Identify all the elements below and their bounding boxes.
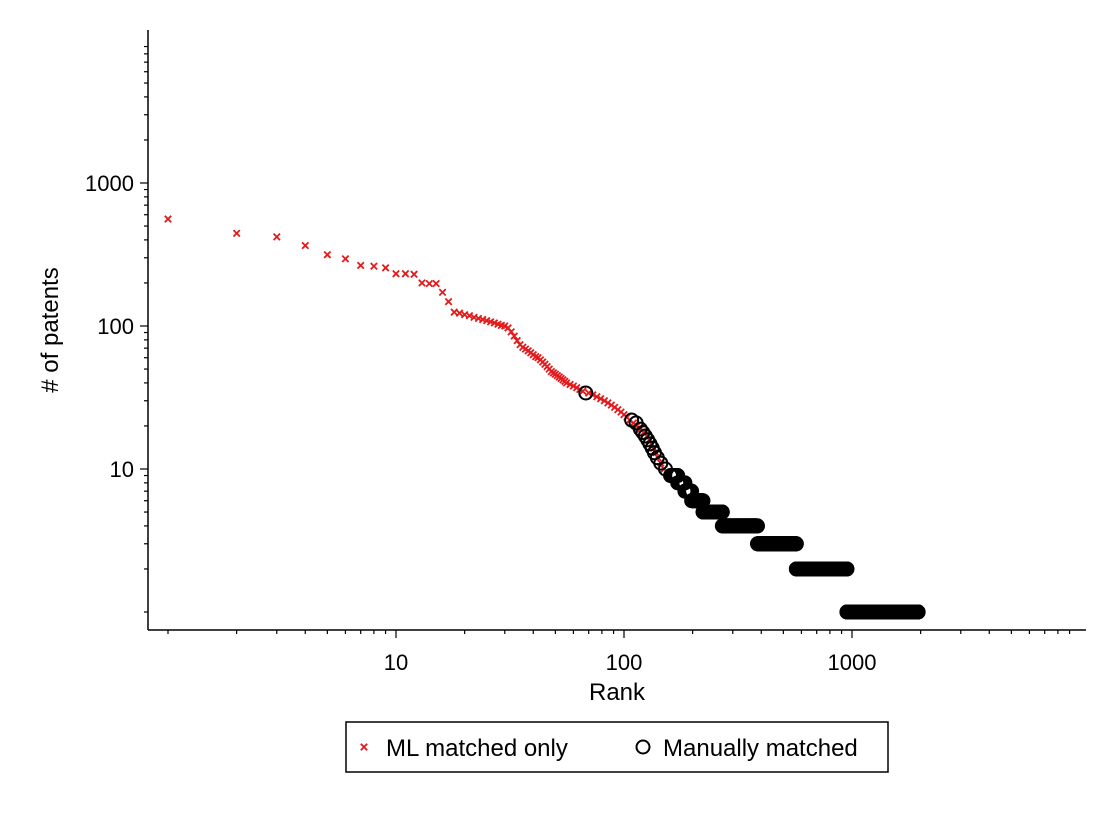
ml-point <box>323 250 332 259</box>
legend-label-manual: Manually matched <box>663 735 858 762</box>
manual-point <box>635 424 651 440</box>
x-axis-ticks: 10 100 1000 <box>167 630 1071 675</box>
manual-point <box>788 536 804 552</box>
y-tick-label: 1000 <box>85 171 134 196</box>
legend-marker-ml <box>360 743 368 751</box>
x-axis-title: Rank <box>589 679 646 706</box>
ml-point <box>510 332 519 340</box>
y-axis-ticks: 10 100 1000 <box>85 45 148 613</box>
ml-point <box>418 279 426 287</box>
ml-point <box>410 270 418 279</box>
ml-point <box>584 389 593 397</box>
ml-point <box>164 215 172 223</box>
legend-box <box>345 721 889 773</box>
ml-point <box>438 288 447 297</box>
manual-point <box>749 518 765 534</box>
manual-point <box>839 561 855 577</box>
ml-point <box>381 264 390 272</box>
ml-point <box>401 269 410 278</box>
x-tick-label: 1000 <box>828 650 877 675</box>
manual-point <box>578 385 594 401</box>
series-manually-matched <box>578 385 926 620</box>
ml-point <box>370 262 378 271</box>
legend-label-ml: ML matched only <box>386 735 568 762</box>
y-tick-label: 10 <box>110 457 134 482</box>
ml-point <box>425 279 434 288</box>
ml-point <box>392 269 400 278</box>
ml-point <box>444 297 453 306</box>
ml-point <box>272 233 281 241</box>
ml-point <box>341 254 350 263</box>
manual-point <box>910 604 926 620</box>
ml-point <box>356 261 365 270</box>
ml-point <box>455 309 464 317</box>
series-ml-matched-only <box>164 215 668 473</box>
x-tick-label: 100 <box>606 650 643 675</box>
legend: ML matched only Manually matched <box>345 721 889 773</box>
ml-point <box>600 396 609 405</box>
legend-marker-manual <box>635 739 651 755</box>
axes: 10 100 1000 10 100 1000 Rank # of patents <box>37 30 1086 706</box>
y-tick-label: 100 <box>97 314 134 339</box>
y-axis-title: # of patents <box>37 267 64 392</box>
ml-point <box>301 241 310 250</box>
ml-point <box>232 229 241 238</box>
x-tick-label: 10 <box>384 650 408 675</box>
ml-point <box>432 279 440 288</box>
legend-x-icon <box>360 743 368 751</box>
ml-point <box>596 394 605 403</box>
ml-point <box>592 392 601 401</box>
